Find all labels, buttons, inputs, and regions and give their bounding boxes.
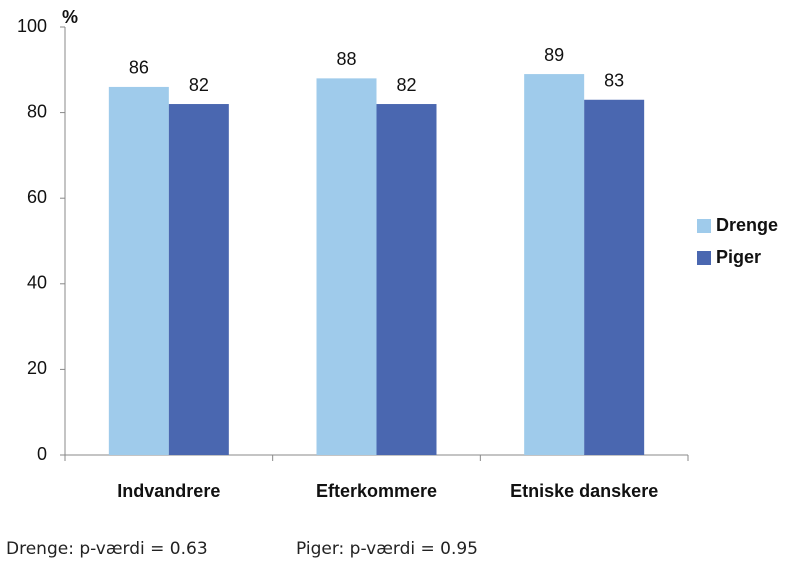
annotation: Piger: p-værdi = 0.95 (296, 539, 478, 559)
data-label: 88 (336, 49, 356, 69)
legend-swatch (697, 219, 711, 233)
bar (584, 99, 645, 455)
x-tick-label: Etniske danskere (510, 481, 658, 501)
y-axis-label: % (62, 7, 78, 27)
data-label: 86 (129, 58, 149, 78)
legend-swatch (697, 251, 711, 265)
y-tick-label: 100 (17, 16, 47, 36)
x-tick-label: Indvandrere (117, 481, 220, 501)
y-tick-label: 20 (27, 358, 47, 378)
bar (376, 104, 437, 455)
annotation: Drenge: p-værdi = 0.63 (6, 539, 208, 559)
legend-label: Drenge (716, 215, 778, 235)
data-label: 89 (544, 45, 564, 65)
bar (108, 86, 169, 456)
data-label: 83 (604, 71, 624, 91)
x-tick-label: Efterkommere (316, 481, 437, 501)
data-label: 82 (189, 75, 209, 95)
y-tick-label: 80 (27, 101, 47, 121)
data-label: 82 (396, 75, 416, 95)
bar (168, 104, 229, 455)
y-tick-label: 40 (27, 273, 47, 293)
y-tick-label: 0 (37, 444, 47, 464)
legend-label: Piger (716, 247, 761, 267)
bar (524, 74, 585, 455)
y-tick-label: 60 (27, 187, 47, 207)
bar (316, 78, 377, 456)
